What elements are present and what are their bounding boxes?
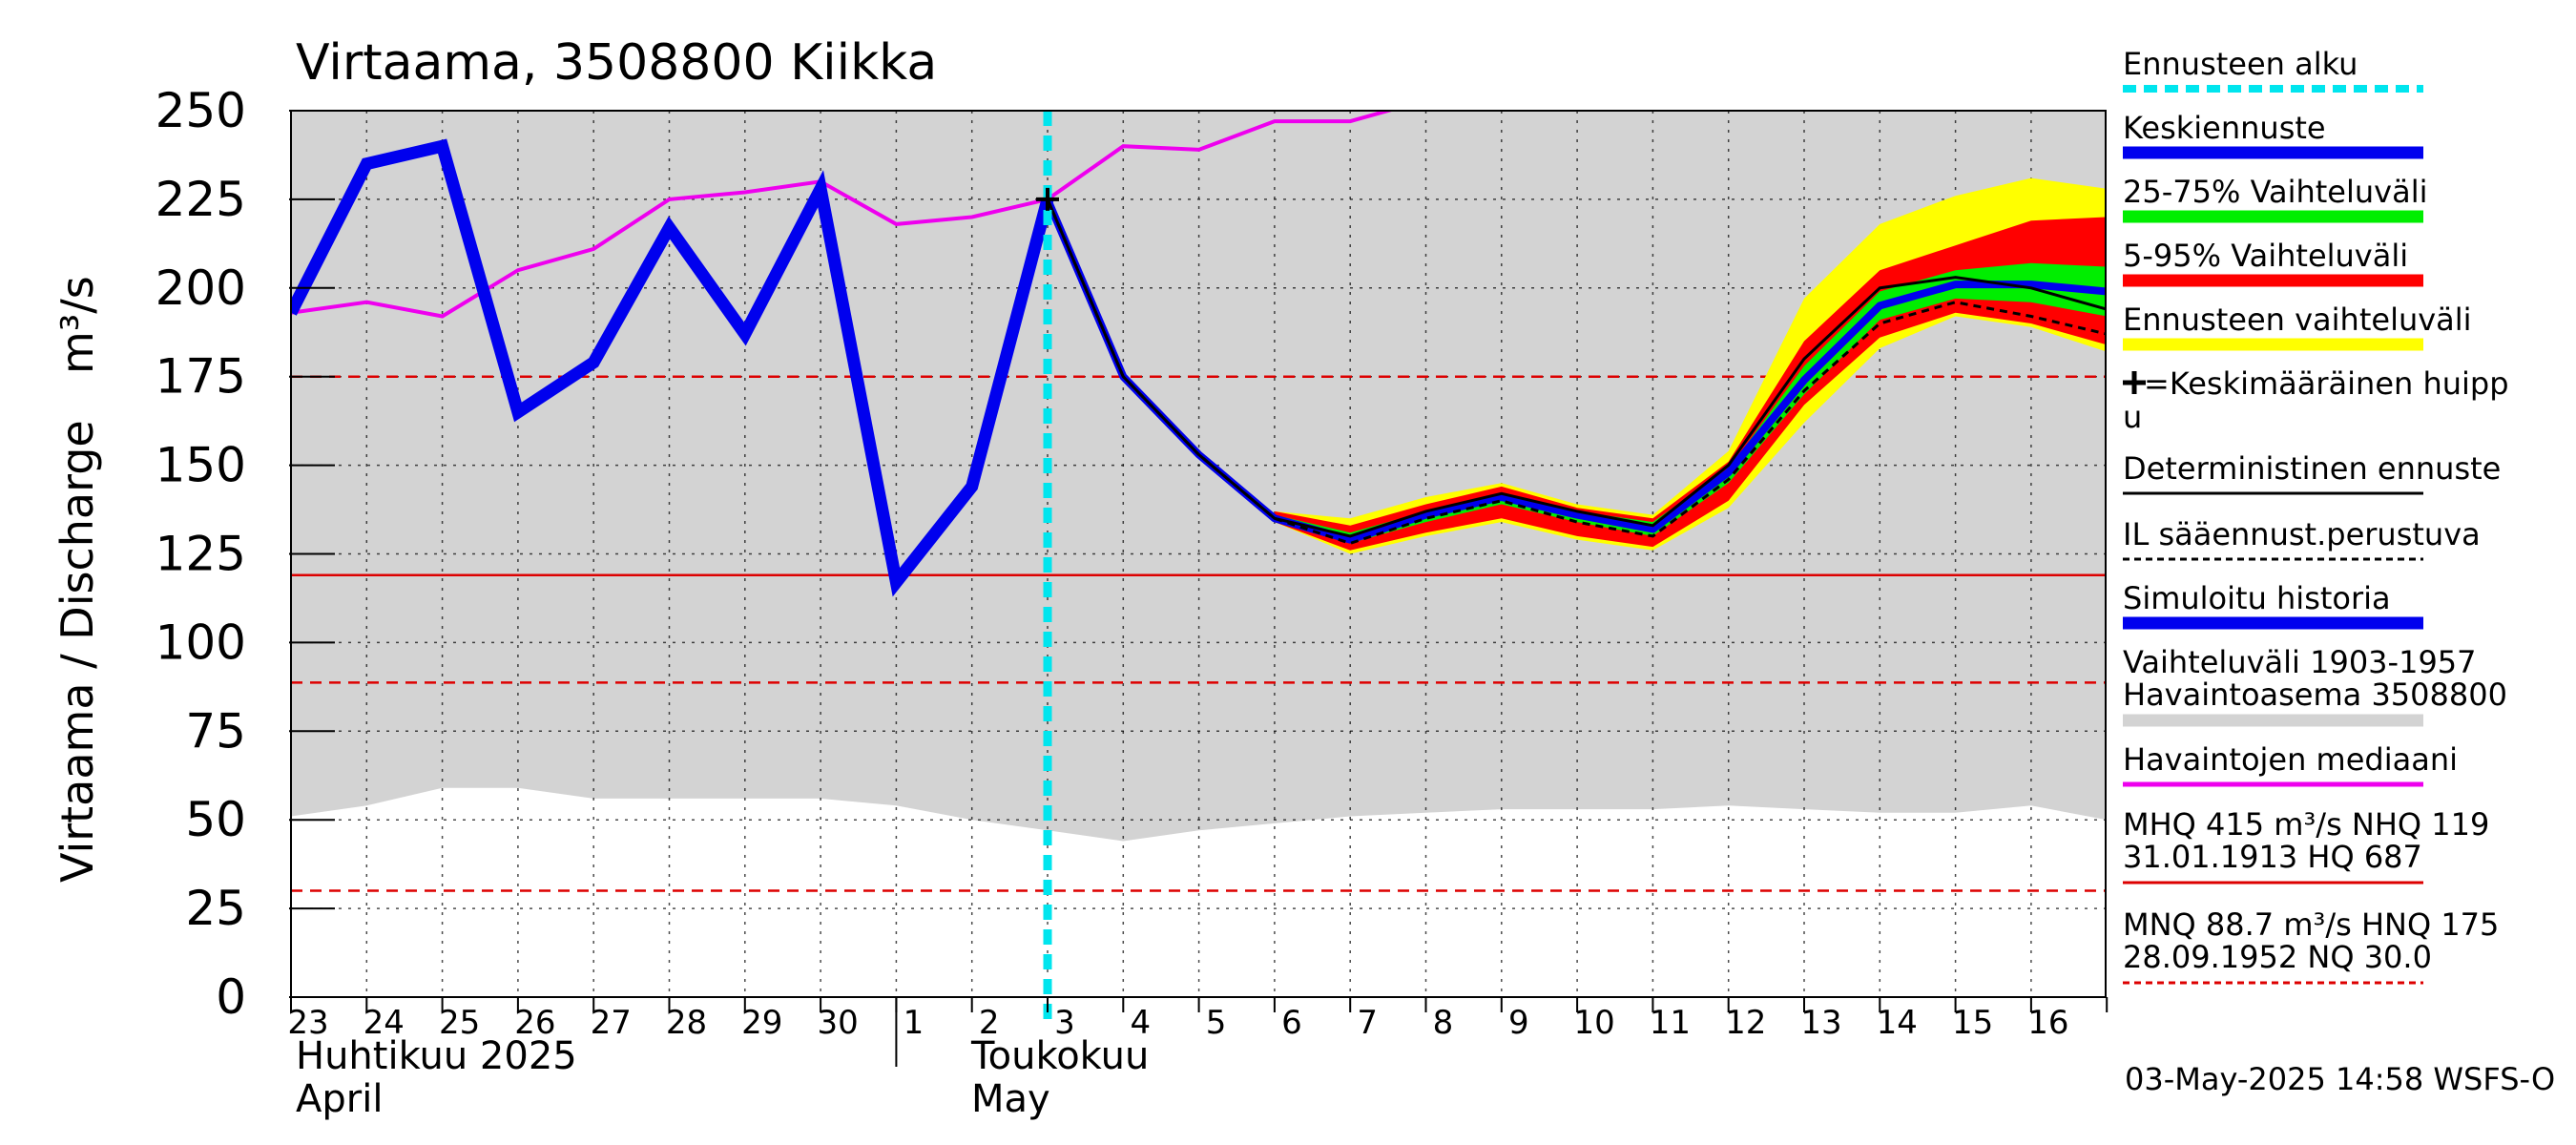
legend-label: 25-75% Vaihteluväli	[2123, 174, 2427, 210]
month-label-english: May	[971, 1077, 1050, 1121]
legend-label-continued: 28.09.1952 NQ 30.0	[2123, 939, 2432, 975]
y-tick-label: 125	[156, 527, 246, 582]
legend-label: Havaintojen mediaani	[2123, 741, 2458, 778]
x-tick-label: 7	[1357, 1004, 1378, 1042]
y-tick-label: 225	[156, 172, 246, 227]
weather-forecast-line	[1046, 198, 2106, 545]
legend-label: Keskiennuste	[2123, 110, 2326, 146]
legend-label-continued: 31.01.1913 HQ 687	[2123, 839, 2422, 875]
average-peak-marker	[1036, 187, 1059, 211]
month-label: Huhtikuu 2025	[296, 1034, 577, 1078]
x-tick-label: 16	[2027, 1004, 2068, 1042]
footer-timestamp: 03-May-2025 14:58 WSFS-O	[2125, 1061, 2555, 1097]
y-tick-label: 75	[185, 703, 246, 759]
y-tick-label: 200	[156, 260, 246, 316]
legend-label: Ennusteen alku	[2123, 46, 2358, 82]
x-tick-label: 10	[1573, 1004, 1614, 1042]
y-axis-title: Virtaama / Discharge	[52, 420, 103, 883]
month-label: Toukokuu	[970, 1034, 1149, 1078]
x-tick-label: 29	[741, 1004, 782, 1042]
x-tick-label: 4	[1130, 1004, 1151, 1042]
legend-label: Deterministinen ennuste	[2123, 450, 2501, 487]
legend-label: Vaihteluväli 1903-1957	[2123, 644, 2477, 680]
forecast-band-3	[1274, 262, 2106, 544]
x-tick-label: 11	[1650, 1004, 1691, 1042]
x-tick-label: 13	[1800, 1004, 1841, 1042]
legend-label: 5-95% Vaihteluväli	[2123, 238, 2408, 274]
x-tick-label: 8	[1433, 1004, 1454, 1042]
plot-area	[291, 111, 2106, 1026]
y-axis-unit: m³/s	[52, 276, 103, 374]
legend-label: =Keskimääräinen huipp	[2144, 365, 2509, 402]
legend-label-continued: Havaintoasema 3508800	[2123, 677, 2507, 713]
y-tick-label: 175	[156, 349, 246, 405]
x-tick-label: 28	[666, 1004, 707, 1042]
x-tick-label: 15	[1952, 1004, 1993, 1042]
y-tick-label: 250	[156, 83, 246, 138]
legend-label: MHQ 415 m³/s NHQ 119	[2123, 806, 2489, 843]
x-tick-label: 5	[1206, 1004, 1227, 1042]
chart-title: Virtaama, 3508800 Kiikka	[296, 34, 937, 92]
x-tick-label: 1	[904, 1004, 924, 1042]
plot-content	[291, 111, 2106, 997]
x-tick-label: 2	[979, 1004, 1000, 1042]
legend-label: MNQ 88.7 m³/s HNQ 175	[2123, 906, 2499, 943]
month-label-english: April	[296, 1077, 383, 1121]
legend-label: Ennusteen vaihteluväli	[2123, 302, 2472, 338]
x-tick-label: 14	[1877, 1004, 1918, 1042]
x-tick-label: 9	[1508, 1004, 1529, 1042]
y-tick-label: 150	[156, 438, 246, 493]
y-tick-label: 25	[185, 881, 246, 936]
x-tick-label: 3	[1054, 1004, 1075, 1042]
x-tick-label: 12	[1725, 1004, 1766, 1042]
legend-label: Simuloitu historia	[2123, 580, 2391, 616]
x-tick-label: 23	[287, 1004, 328, 1042]
legend: Ennusteen alku Keskiennuste 25-75% Vaihtel…	[2123, 46, 2509, 985]
legend-peak-symbol	[2123, 371, 2146, 394]
y-tick-label: 100	[156, 614, 246, 670]
x-tick-label: 25	[439, 1004, 480, 1042]
y-tick-label: 0	[216, 969, 246, 1025]
x-tick-label: 24	[364, 1004, 405, 1042]
y-axis-label: Virtaama / Discharge m³/s	[52, 276, 103, 883]
y-tick-label: 50	[185, 792, 246, 847]
simulated-history-line	[291, 138, 1054, 597]
x-tick-label: 6	[1281, 1004, 1302, 1042]
x-tick-label: 26	[514, 1004, 555, 1042]
legend-label-continued: u	[2123, 399, 2142, 435]
legend-label: IL sääennust.perustuva	[2123, 516, 2481, 552]
x-tick-label: 30	[817, 1004, 858, 1042]
x-tick-label: 27	[591, 1004, 632, 1042]
